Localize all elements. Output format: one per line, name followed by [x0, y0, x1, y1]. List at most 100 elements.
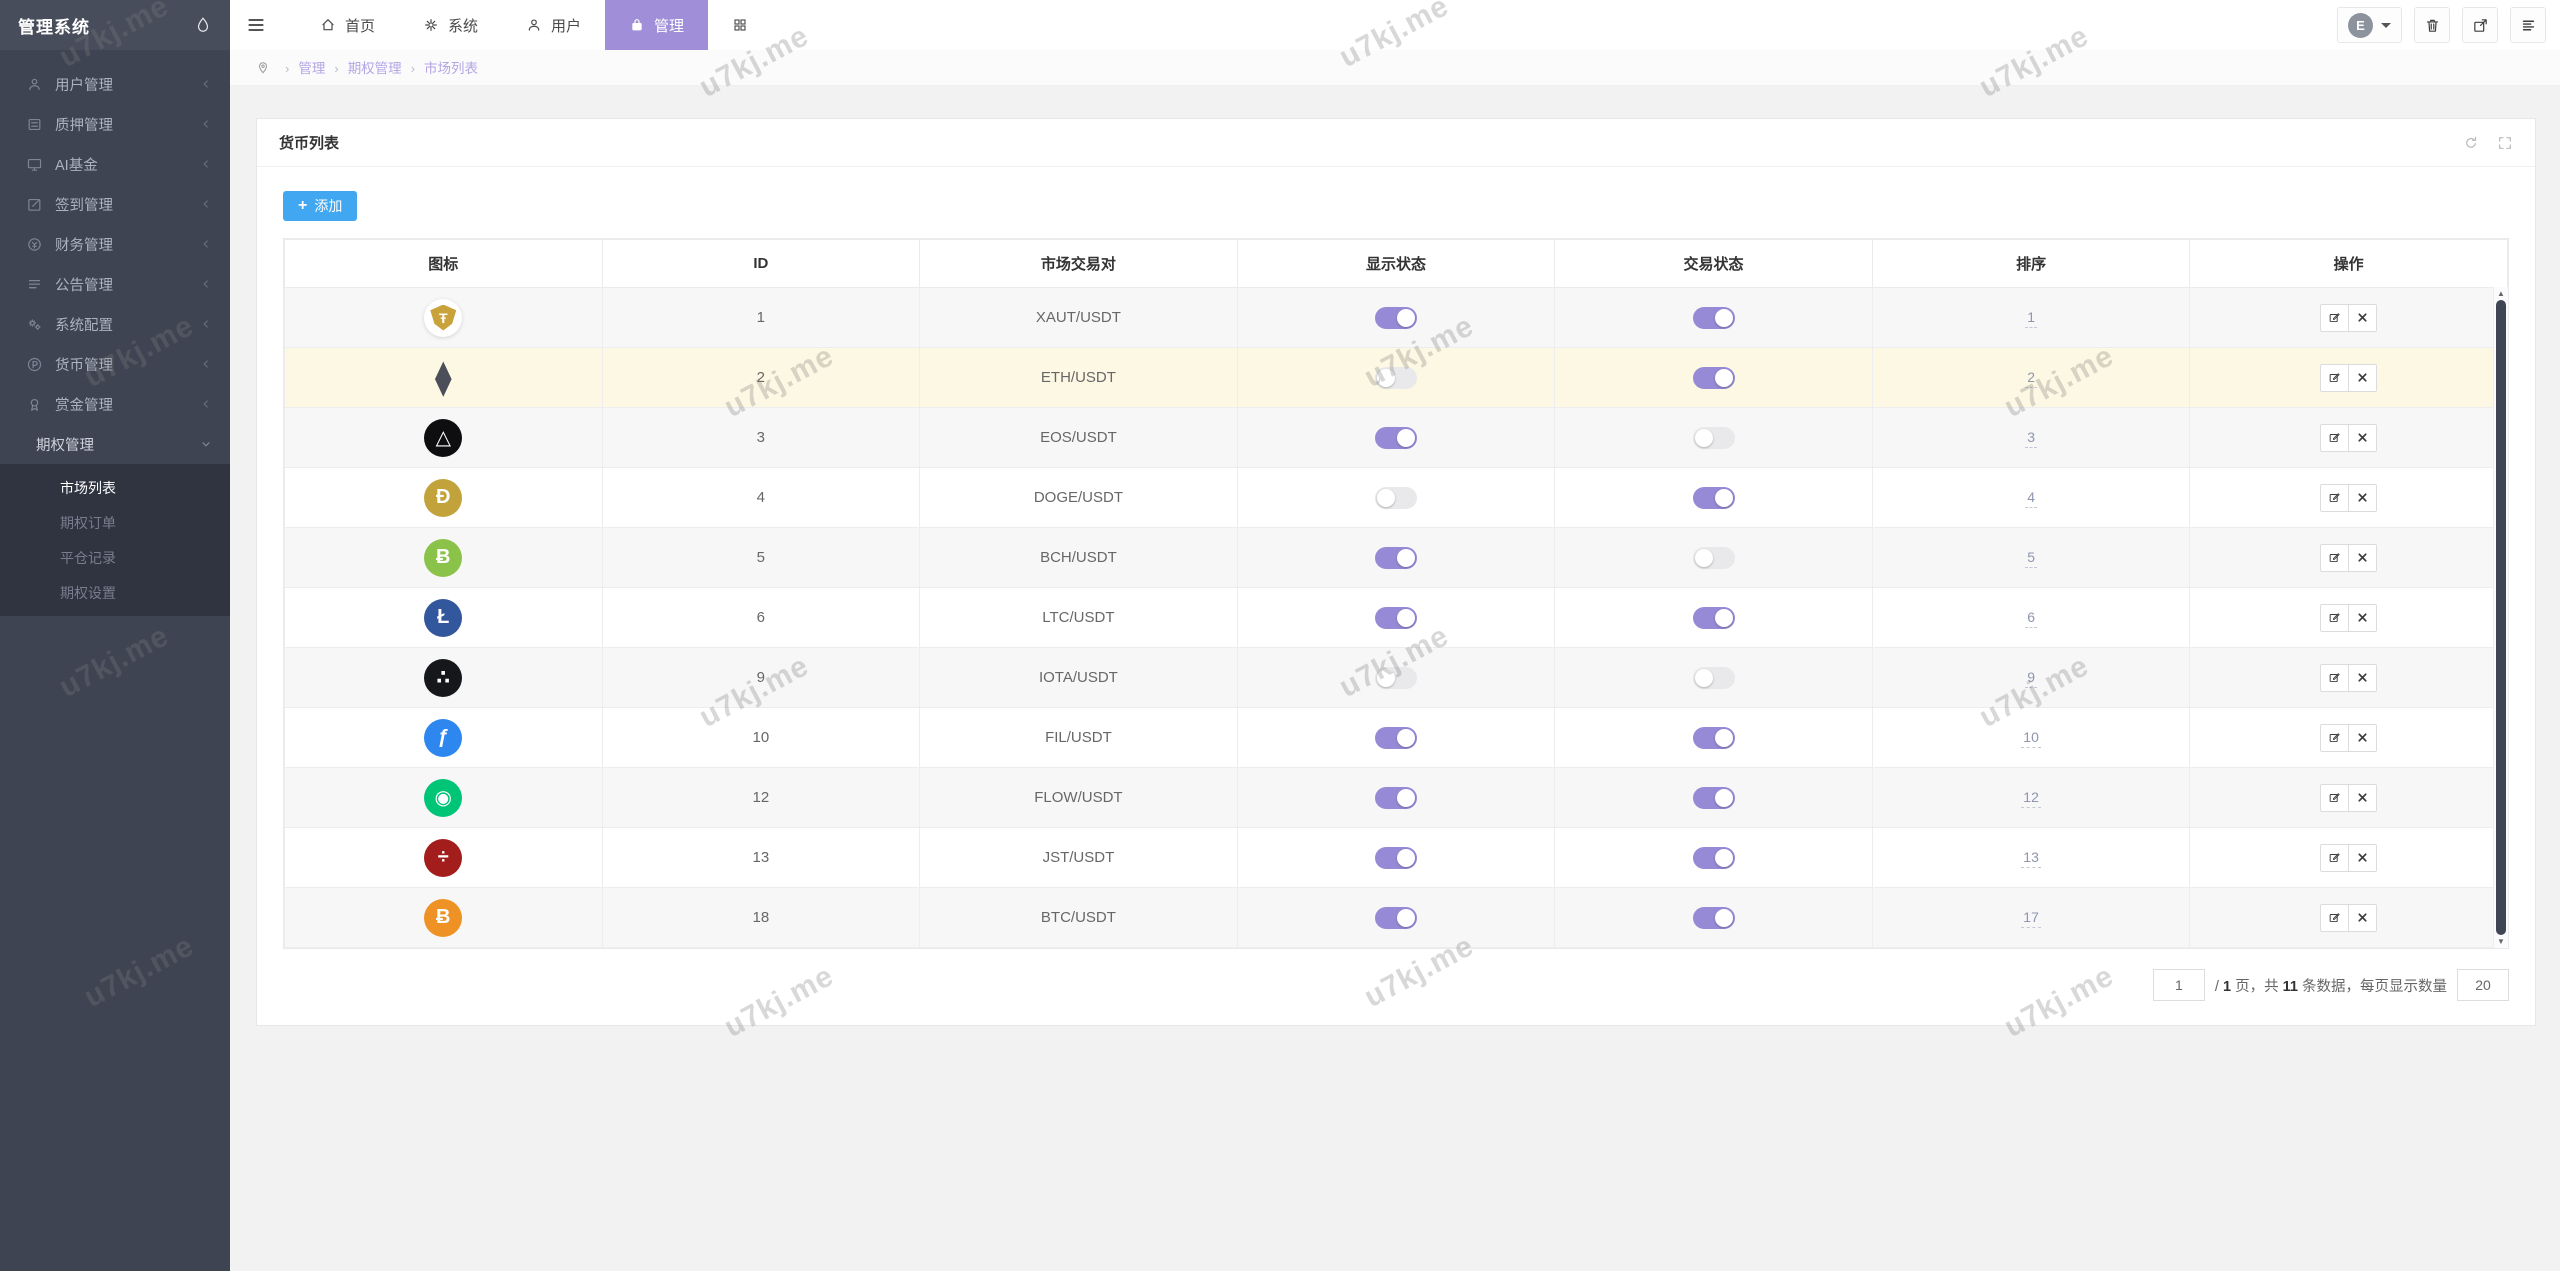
- external-link-button[interactable]: [2462, 7, 2498, 43]
- table-scrollbar[interactable]: ▲ ▼: [2493, 287, 2508, 948]
- sidebar-item[interactable]: 财务管理: [0, 224, 230, 264]
- sidebar-item[interactable]: AI基金: [0, 144, 230, 184]
- trade-status-toggle[interactable]: [1692, 546, 1735, 569]
- row-id: 2: [601, 347, 921, 408]
- delete-button[interactable]: [2348, 483, 2378, 512]
- page-size-input[interactable]: [2457, 969, 2509, 1001]
- edit-button[interactable]: [2320, 783, 2350, 812]
- top-navbar: 首页 系统 用户 管理 E: [230, 0, 2560, 50]
- edit-button[interactable]: [2320, 483, 2350, 512]
- market-pair: XAUT/USDT: [919, 287, 1238, 348]
- nav-tab-用户[interactable]: 用户: [502, 0, 605, 50]
- sort-value[interactable]: 9: [2025, 669, 2037, 688]
- delete-button[interactable]: [2348, 843, 2378, 872]
- sort-value[interactable]: 17: [2021, 909, 2041, 928]
- edit-button[interactable]: [2320, 363, 2350, 392]
- edit-button[interactable]: [2320, 423, 2350, 452]
- sort-value[interactable]: 13: [2021, 849, 2041, 868]
- delete-button[interactable]: [2348, 423, 2378, 452]
- display-status-toggle[interactable]: [1374, 606, 1417, 629]
- breadcrumb-separator: ›: [285, 61, 290, 76]
- scroll-up-arrow[interactable]: ▲: [2497, 289, 2505, 298]
- trade-status-toggle[interactable]: [1692, 726, 1735, 749]
- sort-value[interactable]: 2: [2025, 369, 2037, 388]
- sort-value[interactable]: 3: [2025, 429, 2037, 448]
- edit-button[interactable]: [2320, 303, 2350, 332]
- sidebar-item[interactable]: 货币管理: [0, 344, 230, 384]
- trade-status-toggle[interactable]: [1692, 666, 1735, 689]
- display-status-toggle[interactable]: [1374, 666, 1417, 689]
- display-status-toggle[interactable]: [1374, 546, 1417, 569]
- display-status-toggle[interactable]: [1374, 786, 1417, 809]
- breadcrumb-link[interactable]: 管理: [298, 61, 326, 76]
- trade-status-toggle[interactable]: [1692, 426, 1735, 449]
- add-button[interactable]: + 添加: [283, 191, 358, 221]
- edit-button[interactable]: [2320, 903, 2350, 932]
- trash-button[interactable]: [2414, 7, 2450, 43]
- display-status-toggle[interactable]: [1374, 426, 1417, 449]
- trade-status-toggle[interactable]: [1692, 906, 1735, 929]
- trade-status-toggle[interactable]: [1692, 366, 1735, 389]
- edit-button[interactable]: [2320, 663, 2350, 692]
- display-status-toggle[interactable]: [1374, 306, 1417, 329]
- delete-button[interactable]: [2348, 663, 2378, 692]
- sidebar-item[interactable]: 用户管理: [0, 64, 230, 104]
- breadcrumb-link[interactable]: 市场列表: [424, 61, 479, 76]
- close-icon: [2358, 913, 2367, 922]
- sidebar-item[interactable]: 公告管理: [0, 264, 230, 304]
- table-row: ⧫ 2 ETH/USDT 2: [284, 347, 2508, 408]
- display-status-toggle[interactable]: [1374, 366, 1417, 389]
- delete-button[interactable]: [2348, 723, 2378, 752]
- display-status-toggle[interactable]: [1374, 906, 1417, 929]
- refresh-icon[interactable]: [2463, 135, 2479, 151]
- user-menu-button[interactable]: E: [2337, 7, 2402, 43]
- sort-value[interactable]: 10: [2021, 729, 2041, 748]
- delete-button[interactable]: [2348, 543, 2378, 572]
- sidebar-subitem[interactable]: 平仓记录: [60, 549, 116, 566]
- sidebar-item[interactable]: 系统配置: [0, 304, 230, 344]
- edit-button[interactable]: [2320, 543, 2350, 572]
- trade-status-toggle[interactable]: [1692, 306, 1735, 329]
- sidebar-item[interactable]: 赏金管理: [0, 384, 230, 424]
- nav-tab-grid[interactable]: [708, 0, 772, 50]
- sort-value[interactable]: 12: [2021, 789, 2041, 808]
- settings-icon: [28, 318, 41, 330]
- scroll-down-arrow[interactable]: ▼: [2497, 937, 2505, 946]
- page-number-input[interactable]: [2152, 969, 2205, 1001]
- trade-status-toggle[interactable]: [1692, 486, 1735, 509]
- hamburger-menu-button[interactable]: [230, 0, 282, 50]
- delete-button[interactable]: [2348, 363, 2378, 392]
- display-status-toggle[interactable]: [1374, 846, 1417, 869]
- rows-button[interactable]: [2510, 7, 2546, 43]
- breadcrumb-link[interactable]: 期权管理: [347, 61, 402, 76]
- delete-button[interactable]: [2348, 903, 2378, 932]
- sidebar-subitem[interactable]: 市场列表: [60, 479, 116, 496]
- scrollbar-thumb[interactable]: [2496, 300, 2506, 935]
- sort-value[interactable]: 1: [2025, 309, 2037, 328]
- nav-tab-系统[interactable]: 系统: [399, 0, 502, 50]
- display-status-toggle[interactable]: [1374, 726, 1417, 749]
- trade-status-toggle[interactable]: [1692, 846, 1735, 869]
- edit-button[interactable]: [2320, 723, 2350, 752]
- fullscreen-icon[interactable]: [2497, 135, 2513, 151]
- nav-tab-管理[interactable]: 管理: [605, 0, 709, 50]
- sidebar-group-options[interactable]: 期权管理: [0, 424, 230, 464]
- trade-status-toggle[interactable]: [1692, 786, 1735, 809]
- sidebar-subitem[interactable]: 期权设置: [60, 584, 116, 601]
- nav-tab-首页[interactable]: 首页: [296, 0, 399, 50]
- edit-button[interactable]: [2320, 843, 2350, 872]
- sidebar-subitem[interactable]: 期权订单: [60, 514, 116, 531]
- sort-value[interactable]: 6: [2025, 609, 2037, 628]
- sort-value[interactable]: 5: [2025, 549, 2037, 568]
- delete-button[interactable]: [2348, 603, 2378, 632]
- sidebar-item[interactable]: 签到管理: [0, 184, 230, 224]
- edit-button[interactable]: [2320, 603, 2350, 632]
- delete-button[interactable]: [2348, 303, 2378, 332]
- sort-value[interactable]: 4: [2025, 489, 2037, 508]
- table-row: Ƀ 18 BTC/USDT 17: [284, 887, 2508, 948]
- trade-status-toggle[interactable]: [1692, 606, 1735, 629]
- delete-button[interactable]: [2348, 783, 2378, 812]
- sidebar-item[interactable]: 质押管理: [0, 104, 230, 144]
- display-status-toggle[interactable]: [1374, 486, 1417, 509]
- card-header: 货币列表: [257, 119, 2535, 167]
